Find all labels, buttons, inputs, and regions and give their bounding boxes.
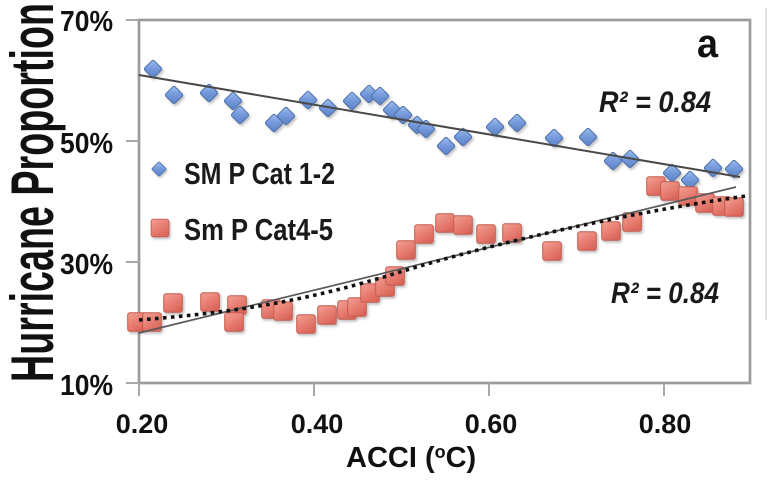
svg-text:0.40: 0.40: [291, 409, 344, 439]
svg-text:R² = 0.84: R² = 0.84: [611, 277, 719, 310]
svg-text:Sm P Cat4-5: Sm P Cat4-5: [184, 212, 333, 247]
svg-text:50%: 50%: [60, 128, 113, 160]
svg-text:Hurricane Proportion: Hurricane Proportion: [0, 3, 66, 382]
svg-text:SM P Cat 1-2: SM P Cat 1-2: [184, 156, 335, 191]
svg-text:0.80: 0.80: [639, 409, 692, 439]
svg-text:0.20: 0.20: [116, 409, 169, 439]
svg-text:0.60: 0.60: [465, 409, 518, 439]
svg-text:a: a: [697, 22, 719, 66]
svg-text:10%: 10%: [60, 370, 113, 402]
svg-text:ACCI (oC): ACCI (oC): [346, 442, 476, 474]
svg-text:30%: 30%: [60, 249, 113, 281]
svg-text:70%: 70%: [60, 6, 113, 38]
svg-text:R² = 0.84: R² = 0.84: [599, 86, 711, 119]
